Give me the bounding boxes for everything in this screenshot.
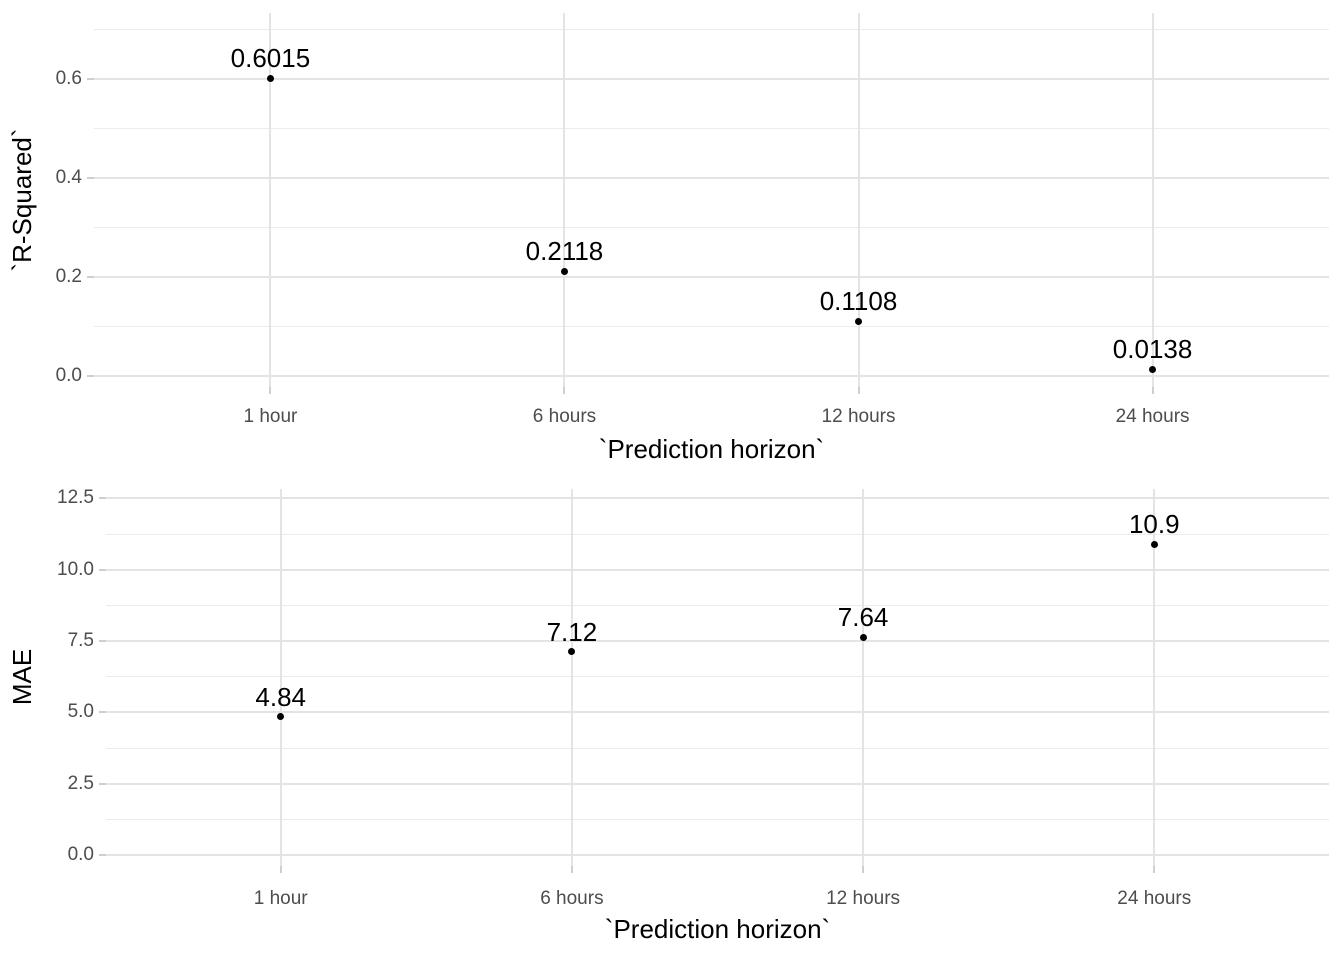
x-tick-mark [1153, 866, 1156, 873]
y-gridline-minor [106, 533, 1329, 535]
data-point [560, 267, 568, 275]
point-value-label: 4.84 [255, 681, 306, 712]
x-gridline-major [269, 13, 272, 387]
point-value-label: 7.64 [837, 602, 889, 633]
x-axis-title: `Prediction horizon` [598, 434, 825, 464]
y-tick-mark [99, 497, 106, 500]
y-tick-label: 0.4 [55, 166, 82, 188]
y-tick-label: 0.6 [55, 67, 82, 89]
x-tick-mark [857, 387, 860, 394]
x-gridline-major [563, 13, 566, 387]
y-gridline-major [106, 853, 1329, 856]
y-tick-label: 10.0 [57, 558, 94, 580]
y-gridline-major [94, 77, 1329, 80]
y-tick-mark [99, 853, 106, 856]
x-gridline-major [1151, 13, 1154, 387]
y-gridline-minor [94, 326, 1329, 327]
y-gridline-major [94, 176, 1329, 179]
x-gridline-major [279, 489, 282, 866]
data-point [855, 317, 863, 325]
point-value-label: 0.6015 [230, 43, 311, 74]
y-tick-mark [87, 176, 94, 179]
x-tick-mark [269, 387, 272, 394]
y-gridline-minor [94, 226, 1329, 228]
y-tick-mark [87, 375, 94, 377]
data-point [1149, 365, 1157, 373]
y-gridline-minor [106, 676, 1329, 678]
x-tick-label: 24 hours [1115, 406, 1190, 427]
y-tick-label: 0.2 [55, 266, 82, 287]
x-tick-label: 1 hour [253, 888, 308, 909]
data-point [266, 74, 274, 82]
y-gridline-major [106, 711, 1329, 714]
x-gridline-major [857, 13, 860, 387]
x-gridline-major [1153, 489, 1156, 866]
x-tick-label: 6 hours [540, 888, 604, 909]
data-point [859, 633, 867, 641]
y-tick-mark [99, 568, 106, 571]
x-tick-mark [570, 866, 573, 873]
point-value-label: 0.2118 [525, 236, 604, 267]
x-tick-mark [563, 387, 566, 394]
x-tick-label: 12 hours [826, 888, 901, 909]
y-tick-label: 2.5 [67, 772, 94, 794]
y-gridline-major [94, 276, 1329, 278]
data-point [568, 648, 576, 656]
data-point [277, 713, 285, 721]
y-tick-mark [87, 276, 94, 278]
y-gridline-major [94, 375, 1329, 377]
x-gridline-major [862, 489, 865, 866]
x-tick-label: 6 hours [532, 406, 597, 427]
x-tick-label: 1 hour [243, 406, 298, 427]
x-tick-mark [862, 866, 865, 873]
y-tick-label: 7.5 [67, 630, 94, 652]
y-gridline-minor [94, 127, 1329, 129]
y-gridline-minor [106, 818, 1329, 820]
y-tick-label: 0.0 [55, 365, 82, 386]
y-gridline-minor [106, 604, 1329, 606]
x-gridline-major [570, 489, 573, 866]
y-gridline-major [106, 497, 1329, 500]
y-tick-mark [99, 640, 106, 643]
y-tick-mark [99, 711, 106, 714]
point-value-label: 7.12 [546, 616, 598, 647]
y-gridline-major [106, 782, 1329, 785]
point-value-label: 0.1108 [819, 286, 898, 317]
y-tick-mark [87, 77, 94, 80]
y-gridline-minor [106, 747, 1329, 749]
y-axis-title: MAE [7, 648, 37, 706]
data-point [1150, 540, 1158, 548]
point-value-label: 0.0138 [1112, 334, 1193, 365]
y-tick-label: 5.0 [67, 701, 94, 723]
x-axis-title: `Prediction horizon` [604, 914, 831, 944]
y-tick-label: 12.5 [57, 487, 94, 509]
point-value-label: 10.9 [1128, 509, 1180, 540]
y-gridline-minor [94, 28, 1329, 30]
y-tick-label: 0.0 [67, 843, 94, 865]
x-tick-mark [1151, 387, 1154, 394]
x-tick-label: 12 hours [821, 406, 896, 427]
x-tick-mark [279, 866, 282, 873]
x-tick-label: 24 hours [1117, 888, 1192, 909]
y-gridline-major [106, 640, 1329, 643]
y-tick-mark [99, 782, 106, 785]
y-gridline-major [106, 568, 1329, 571]
